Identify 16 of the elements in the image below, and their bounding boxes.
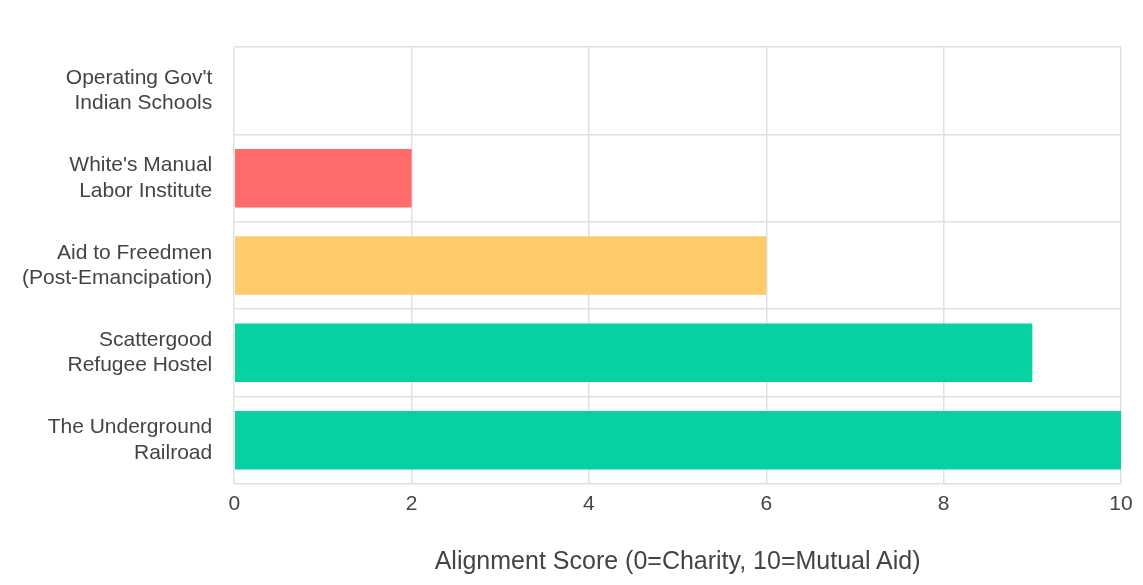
y-tick-label: White's Manual Labor Institute — [69, 152, 213, 201]
x-tick-label: 6 — [760, 491, 773, 515]
y-tick-label: Scattergood Refugee Hostel — [67, 327, 213, 376]
y-tick-label: Aid to Freedmen (Post-Emancipation) — [21, 239, 213, 288]
bar — [234, 236, 767, 295]
x-tick-label: 8 — [937, 491, 950, 515]
x-tick-label: 0 — [228, 491, 241, 515]
y-tick-label: The Underground Railroad — [47, 414, 213, 463]
bar — [234, 323, 1033, 383]
x-tick-label: 10 — [1109, 491, 1133, 515]
x-axis-title: Alignment Score (0=Charity, 10=Mutual Aid) — [434, 545, 921, 574]
bar — [234, 148, 412, 208]
x-tick-label: 2 — [405, 491, 418, 515]
bar — [234, 410, 1121, 470]
x-tick-label: 4 — [583, 491, 596, 515]
y-tick-label: Operating Gov't Indian Schools — [65, 65, 213, 114]
